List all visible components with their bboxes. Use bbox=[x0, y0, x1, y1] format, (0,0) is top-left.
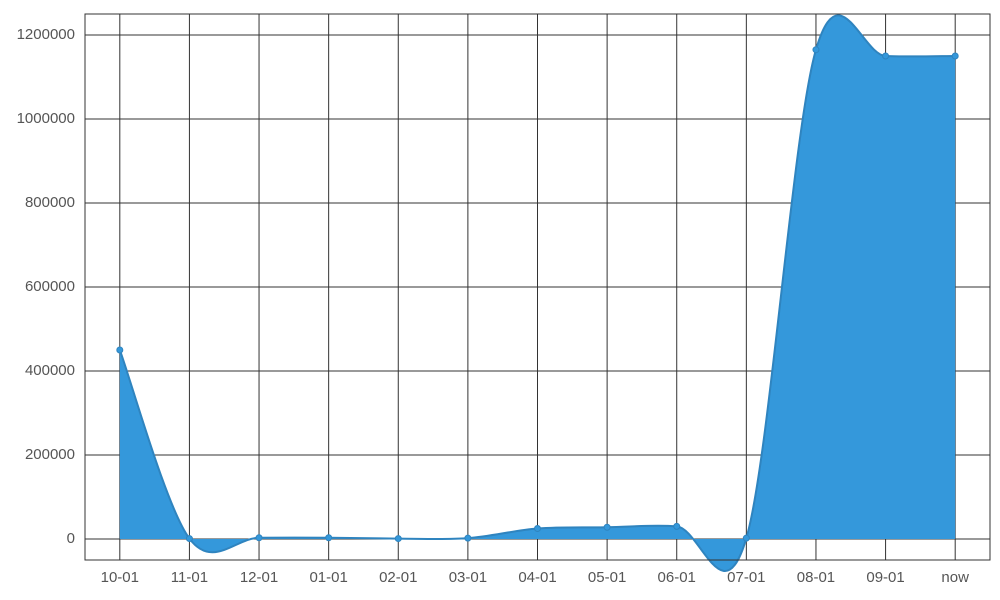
y-tick-label: 1000000 bbox=[17, 110, 75, 127]
data-marker bbox=[395, 536, 401, 542]
y-tick-label: 0 bbox=[67, 530, 75, 547]
data-marker bbox=[186, 536, 192, 542]
data-marker bbox=[535, 526, 541, 532]
y-tick-label: 200000 bbox=[25, 446, 75, 463]
x-tick-label: 08-01 bbox=[797, 569, 835, 586]
y-tick-label: 400000 bbox=[25, 362, 75, 379]
data-marker bbox=[743, 535, 749, 541]
data-marker bbox=[674, 523, 680, 529]
data-marker bbox=[952, 53, 958, 59]
x-tick-label: 02-01 bbox=[379, 569, 417, 586]
data-marker bbox=[883, 53, 889, 59]
y-tick-label: 1200000 bbox=[17, 26, 75, 43]
x-tick-label: 10-01 bbox=[101, 569, 139, 586]
x-tick-label: 03-01 bbox=[449, 569, 487, 586]
x-tick-label: 09-01 bbox=[866, 569, 904, 586]
x-tick-label: 04-01 bbox=[518, 569, 556, 586]
data-marker bbox=[813, 47, 819, 53]
area-chart: 0 200000 400000 600000 800000 1000000 1200000 1… bbox=[0, 0, 1000, 600]
data-marker bbox=[604, 524, 610, 530]
data-marker bbox=[326, 535, 332, 541]
x-tick-label: now bbox=[941, 569, 969, 586]
x-tick-label: 11-01 bbox=[171, 569, 208, 586]
data-marker bbox=[117, 347, 123, 353]
x-tick-label: 12-01 bbox=[240, 569, 278, 586]
data-marker bbox=[465, 535, 471, 541]
x-tick-label: 01-01 bbox=[309, 569, 347, 586]
x-tick-label: 06-01 bbox=[658, 569, 696, 586]
x-tick-label: 05-01 bbox=[588, 569, 626, 586]
y-tick-label: 800000 bbox=[25, 194, 75, 211]
x-tick-label: 07-01 bbox=[727, 569, 765, 586]
y-tick-label: 600000 bbox=[25, 278, 75, 295]
data-marker bbox=[256, 535, 262, 541]
